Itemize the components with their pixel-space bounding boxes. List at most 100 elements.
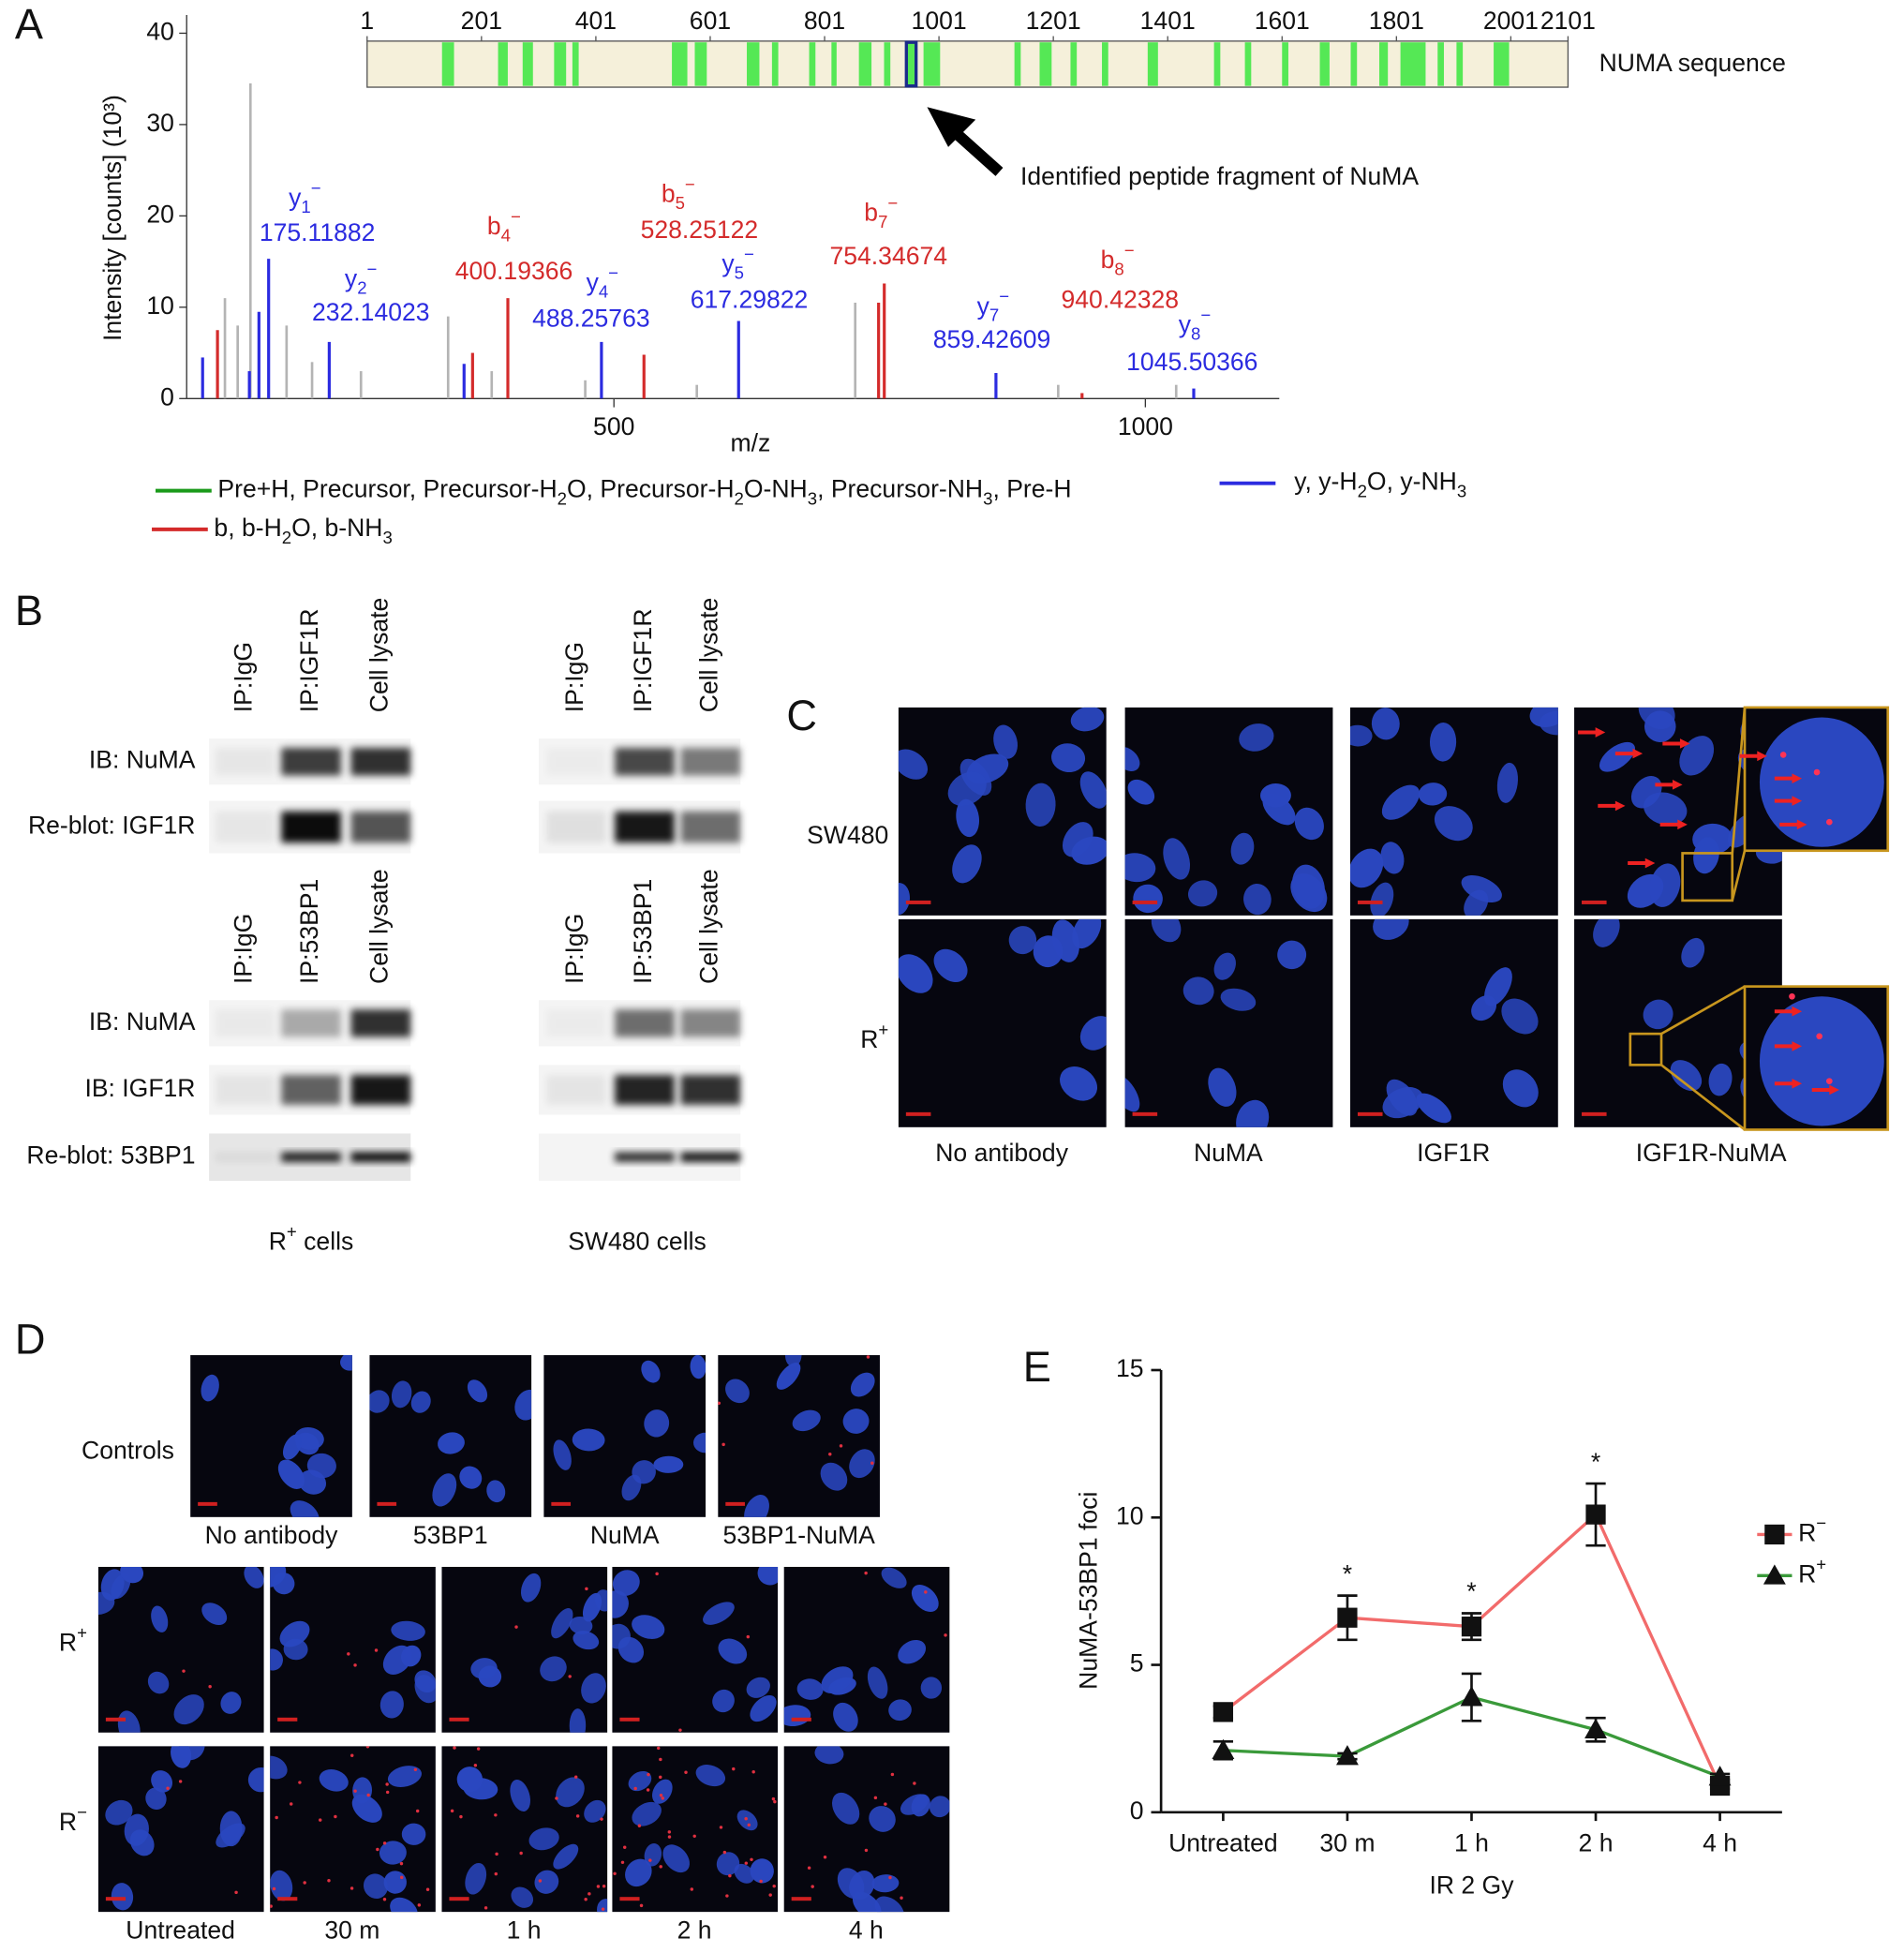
coverage-band — [831, 42, 837, 86]
nucleus — [1380, 842, 1405, 874]
nucleus — [1349, 724, 1373, 747]
red-arrowhead — [1644, 857, 1656, 869]
red-focus — [900, 1896, 903, 1901]
legend-label: R+ — [1798, 1555, 1826, 1588]
nucleus — [632, 1801, 662, 1826]
nucleus — [340, 1355, 352, 1371]
nucleus — [1124, 747, 1140, 771]
x-tick-label: 1801 — [1369, 7, 1424, 35]
nucleus — [1127, 779, 1155, 805]
column-label: 1 h — [507, 1916, 542, 1944]
blot-band — [615, 811, 675, 843]
nucleus — [1243, 883, 1272, 916]
scale-bar — [377, 1501, 397, 1506]
ion-index: 5 — [735, 262, 744, 282]
nucleus — [1464, 889, 1489, 916]
nucleus — [459, 1466, 483, 1489]
marker — [1708, 1766, 1732, 1786]
nucleus — [933, 948, 968, 983]
row-label: IB: NuMA — [89, 1007, 196, 1036]
red-focus — [647, 1772, 650, 1777]
red-arrowhead — [1792, 1006, 1803, 1017]
red-focus — [514, 1625, 518, 1629]
row-label: Re-blot: 53BP1 — [26, 1141, 195, 1170]
blot-band — [680, 1074, 741, 1105]
column-label: IGF1R-NuMA — [1636, 1139, 1787, 1167]
text-part: − — [1816, 1513, 1826, 1533]
coverage-band — [694, 42, 707, 86]
coverage-band — [1282, 42, 1288, 86]
mz-label: 528.25122 — [641, 216, 759, 244]
text-part: R — [269, 1227, 287, 1255]
red-focus — [732, 1767, 736, 1771]
nucleus — [582, 1592, 602, 1622]
nucleus — [111, 1883, 134, 1911]
cells — [201, 1355, 352, 1517]
lane-label: IP:53BP1 — [629, 879, 657, 984]
zoom-box — [1681, 852, 1734, 902]
y-tick-label: 10 — [1116, 1501, 1144, 1529]
red-focus — [690, 1887, 694, 1891]
red-focus — [1779, 752, 1787, 758]
nucleus — [387, 1766, 422, 1787]
coverage-band — [1244, 42, 1252, 86]
x-tick-label: 401 — [575, 7, 617, 35]
column-label: No antibody — [935, 1139, 1068, 1167]
text-part: SW480 — [807, 821, 888, 849]
coverage-band — [1319, 42, 1330, 86]
red-focus — [1825, 818, 1833, 826]
nucleus — [147, 1671, 170, 1694]
nucleus — [120, 1566, 144, 1584]
red-arrowhead — [1632, 748, 1644, 759]
nucleus — [725, 1379, 750, 1404]
text-part: + — [77, 1623, 87, 1643]
nucleus — [612, 1570, 640, 1596]
nucleus — [1213, 952, 1236, 980]
column-label: 30 m — [324, 1916, 379, 1944]
nucleus — [898, 883, 910, 916]
nucleus — [621, 1474, 642, 1501]
red-focus — [721, 1442, 725, 1447]
nucleus — [712, 1689, 735, 1713]
red-focus — [870, 1461, 874, 1466]
red-focus — [656, 1746, 661, 1751]
red-focus — [588, 1892, 591, 1896]
nucleus — [1670, 1060, 1703, 1092]
ion-index: 7 — [878, 212, 887, 231]
nucleus — [881, 1567, 907, 1588]
nucleus — [581, 1673, 606, 1704]
nucleus — [820, 1462, 848, 1491]
nucleus — [832, 1792, 860, 1825]
text-part: b, b-H — [214, 514, 281, 542]
blot-band — [215, 811, 275, 843]
group-label: R+ cells — [269, 1222, 354, 1256]
x-tick-label: 201 — [461, 7, 502, 35]
nucleus — [776, 1363, 801, 1390]
nucleus — [612, 1623, 631, 1649]
cells — [369, 1379, 532, 1507]
red-focus — [334, 1814, 337, 1819]
cells — [270, 1746, 430, 1913]
nucleus — [282, 1434, 303, 1460]
significance: * — [1466, 1577, 1476, 1605]
ion-label: y4− — [587, 262, 618, 301]
marker — [1212, 1702, 1234, 1722]
nucleus — [270, 1566, 287, 1588]
nucleus — [379, 1841, 407, 1865]
mz-label: 175.11882 — [260, 218, 376, 246]
zoom-line — [1660, 985, 1746, 1036]
x-tick-label: 1201 — [1026, 7, 1081, 35]
lane-label: IP:IgG — [560, 914, 588, 984]
lane-label: Cell lysate — [694, 869, 722, 984]
column-label: 2 h — [677, 1916, 712, 1944]
nucleus — [900, 1794, 929, 1815]
row-label: Re-blot: IGF1R — [28, 812, 196, 840]
nucleus — [1008, 926, 1037, 955]
nucleus — [1124, 1074, 1140, 1112]
significance: * — [1343, 1559, 1352, 1588]
ion-charge: − — [367, 259, 378, 278]
ion-label: y7− — [977, 287, 1009, 325]
ion-name: y — [345, 264, 358, 292]
ion-index: 2 — [357, 277, 366, 297]
